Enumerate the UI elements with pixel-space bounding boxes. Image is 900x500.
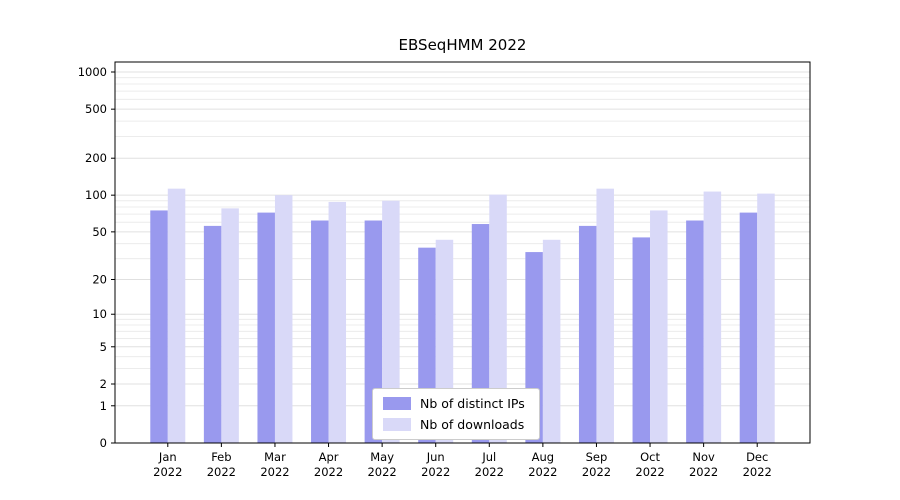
x-tick-label-year: 2022	[528, 465, 557, 479]
x-tick-label-year: 2022	[475, 465, 504, 479]
plot-frame	[114, 61, 811, 444]
x-tick-label-month: Oct	[640, 450, 660, 464]
bar-downloads	[757, 193, 775, 443]
x-tick-label-year: 2022	[367, 465, 396, 479]
x-tick-label-month: Jun	[426, 450, 445, 464]
y-tick-label: 1	[100, 399, 107, 413]
y-tick-label: 100	[85, 188, 107, 202]
y-tick-label: 200	[85, 151, 107, 165]
bar-downloads	[167, 188, 186, 443]
bar-downloads	[596, 188, 614, 443]
x-tick-label-year: 2022	[260, 465, 289, 479]
bar-downloads	[703, 191, 722, 443]
x-tick-label-month: Nov	[692, 450, 715, 464]
legend-item-downloads: Nb of downloads	[383, 417, 525, 432]
bar-distinct-ips	[364, 220, 383, 443]
bar-downloads	[328, 201, 347, 443]
bar-distinct-ips	[150, 210, 168, 443]
bar-distinct-ips	[203, 225, 222, 443]
y-tick-label: 0	[100, 436, 107, 450]
y-tick-label: 500	[85, 102, 107, 116]
bar-downloads	[542, 239, 561, 443]
legend-swatch-downloads	[383, 418, 411, 431]
bar-downloads	[274, 195, 293, 443]
bar-downloads	[382, 200, 400, 443]
y-tick-label: 5	[100, 340, 107, 354]
bar-distinct-ips	[686, 220, 704, 443]
y-tick-label: 1000	[78, 65, 107, 79]
y-tick-label: 10	[92, 307, 107, 321]
bar-downloads	[489, 194, 507, 443]
y-tick-label: 2	[100, 377, 107, 391]
x-tick-label-month: Mar	[264, 450, 286, 464]
legend-label-downloads: Nb of downloads	[420, 417, 525, 432]
bar-distinct-ips	[578, 225, 597, 443]
y-tick-label: 20	[92, 273, 107, 287]
chart-title: EBSeqHMM 2022	[398, 36, 527, 54]
x-tick-label-month: Jan	[158, 450, 177, 464]
x-tick-label-year: 2022	[689, 465, 718, 479]
x-tick-label-month: Dec	[746, 450, 768, 464]
bar-distinct-ips	[257, 212, 275, 443]
x-tick-label-month: Sep	[586, 450, 608, 464]
legend-swatch-distinct-ips	[383, 397, 411, 410]
x-tick-label-year: 2022	[421, 465, 450, 479]
x-tick-label-year: 2022	[314, 465, 343, 479]
bar-distinct-ips	[632, 237, 651, 443]
legend-label-distinct-ips: Nb of distinct IPs	[420, 396, 525, 411]
x-tick-label-month: Apr	[319, 450, 339, 464]
x-tick-label-month: May	[370, 450, 394, 464]
legend: Nb of distinct IPs Nb of downloads	[372, 388, 540, 440]
bar-distinct-ips	[311, 220, 329, 443]
x-tick-label-year: 2022	[207, 465, 236, 479]
x-tick-label-year: 2022	[153, 465, 182, 479]
x-tick-label-year: 2022	[582, 465, 611, 479]
bar-downloads	[650, 210, 668, 443]
x-tick-label-year: 2022	[635, 465, 664, 479]
x-tick-label-month: Aug	[532, 450, 554, 464]
x-tick-label-month: Jul	[481, 450, 496, 464]
y-tick-label: 50	[92, 225, 107, 239]
bar-distinct-ips	[739, 212, 758, 443]
x-tick-label-year: 2022	[743, 465, 772, 479]
x-tick-label-month: Feb	[211, 450, 231, 464]
bar-downloads	[221, 208, 239, 443]
legend-item-distinct-ips: Nb of distinct IPs	[383, 396, 525, 411]
